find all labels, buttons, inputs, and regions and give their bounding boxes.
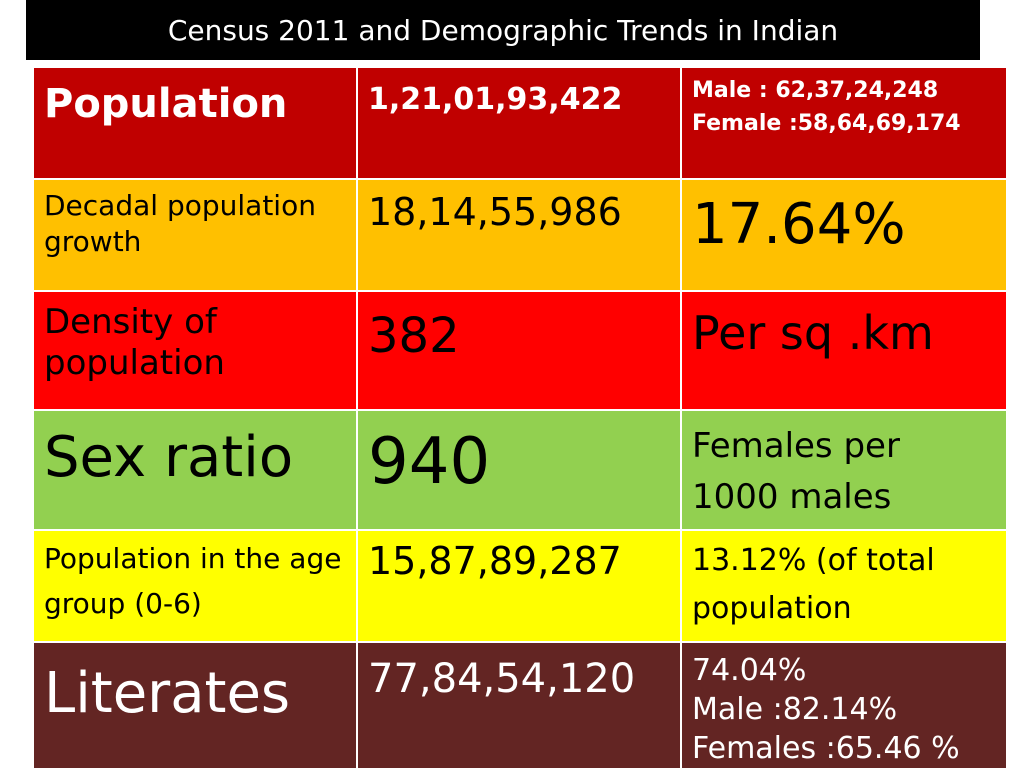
row-extra-density: Per sq .km	[682, 292, 1006, 411]
sex-ratio-unit-line-1: Females per	[692, 426, 900, 466]
label-text: Population in the age group (0-6)	[44, 542, 342, 620]
row-extra-literates: 74.04% Male :82.14% Females :65.46 %	[682, 643, 1006, 768]
label-text: Decadal population growth	[44, 189, 316, 259]
male-literacy: Male :82.14%	[692, 692, 898, 727]
row-value-literates: 77,84,54,120	[358, 643, 682, 768]
row-label-literates: Literates	[34, 643, 358, 768]
density-unit: Per sq .km	[692, 306, 934, 360]
value-text: 15,87,89,287	[368, 539, 622, 583]
row-extra-sex-ratio: Females per 1000 males	[682, 411, 1006, 531]
female-count: Female :58,64,69,174	[692, 111, 961, 136]
value-text: 382	[368, 308, 460, 364]
row-label-sex-ratio: Sex ratio	[34, 411, 358, 531]
literacy-rate: 74.04%	[692, 653, 807, 688]
row-value-growth: 18,14,55,986	[358, 180, 682, 292]
row-value-age-group: 15,87,89,287	[358, 531, 682, 643]
female-literacy: Females :65.46 %	[692, 731, 960, 766]
male-count: Male : 62,37,24,248	[692, 78, 939, 103]
row-label-population: Population	[34, 68, 358, 180]
slide-title: Census 2011 and Demographic Trends in In…	[26, 0, 980, 60]
label-text: Sex ratio	[44, 425, 294, 490]
row-label-density: Density of population	[34, 292, 358, 411]
label-text: Population	[44, 81, 288, 127]
row-value-population: 1,21,01,93,422	[358, 68, 682, 180]
value-text: 940	[368, 425, 491, 499]
row-extra-growth: 17.64%	[682, 180, 1006, 292]
growth-percent: 17.64%	[692, 192, 906, 257]
value-text: 77,84,54,120	[368, 656, 636, 702]
row-extra-age-group: 13.12% (of total population	[682, 531, 1006, 643]
row-value-density: 382	[358, 292, 682, 411]
row-label-growth: Decadal population growth	[34, 180, 358, 292]
value-text: 1,21,01,93,422	[368, 82, 623, 117]
label-text: Density of population	[44, 302, 225, 383]
label-text: Literates	[44, 661, 291, 726]
sex-ratio-unit-line-2: 1000 males	[692, 477, 892, 517]
row-value-sex-ratio: 940	[358, 411, 682, 531]
row-extra-population: Male : 62,37,24,248 Female :58,64,69,174	[682, 68, 1006, 180]
row-label-age-group: Population in the age group (0-6)	[34, 531, 358, 643]
value-text: 18,14,55,986	[368, 190, 622, 234]
age-group-percent-line-2: population	[692, 591, 852, 626]
census-table: Population 1,21,01,93,422 Male : 62,37,2…	[34, 68, 1006, 768]
age-group-percent-line-1: 13.12% (of total	[692, 543, 935, 578]
